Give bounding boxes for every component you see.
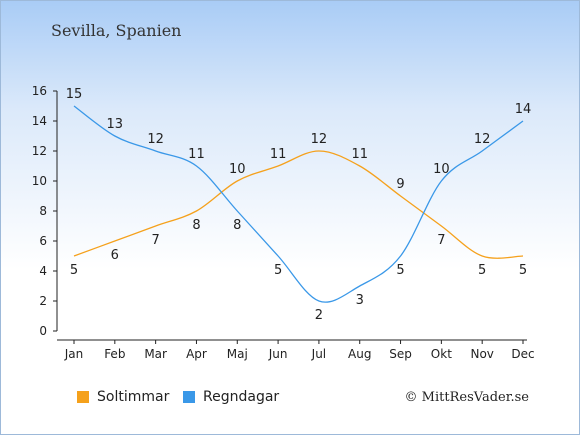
- data-label-regndagar: 12: [147, 132, 164, 147]
- data-label-regndagar: 15: [66, 87, 83, 102]
- data-label-soltimmar: 5: [70, 263, 78, 278]
- data-label-regndagar: 3: [356, 293, 364, 308]
- credit-text: © MittResVader.se: [404, 390, 529, 405]
- data-label-soltimmar: 5: [519, 263, 527, 278]
- series-line-soltimmar: [73, 150, 524, 259]
- data-label-regndagar: 8: [233, 218, 241, 233]
- y-tick-label: 2: [39, 294, 47, 308]
- x-tick-label: Jun: [268, 347, 288, 361]
- data-label-regndagar: 11: [188, 147, 205, 162]
- data-label-soltimmar: 5: [478, 263, 486, 278]
- data-label-regndagar: 5: [274, 263, 282, 278]
- data-label-soltimmar: 7: [151, 233, 159, 248]
- legend-swatch-rain: [183, 391, 195, 403]
- data-label-regndagar: 10: [433, 162, 450, 177]
- y-tick-label: 16: [32, 84, 47, 98]
- data-label-regndagar: 14: [515, 102, 532, 117]
- legend-item-rain: Regndagar: [183, 389, 279, 405]
- data-label-soltimmar: 8: [192, 218, 200, 233]
- y-tick-label: 12: [32, 144, 47, 158]
- chart-title: Sevilla, Spanien: [51, 21, 182, 40]
- x-tick-label: Feb: [104, 347, 125, 361]
- y-tick-label: 0: [39, 324, 47, 338]
- data-label-soltimmar: 11: [270, 147, 287, 162]
- data-label-regndagar: 2: [315, 308, 323, 323]
- legend-swatch-sun: [77, 391, 89, 403]
- y-tick-label: 10: [32, 174, 47, 188]
- data-label-soltimmar: 7: [437, 233, 445, 248]
- x-tick-label: Mar: [144, 347, 167, 361]
- legend-label-sun: Soltimmar: [97, 389, 170, 405]
- y-tick-label: 8: [39, 204, 47, 218]
- x-tick-label: Dec: [511, 347, 534, 361]
- data-label-soltimmar: 10: [229, 162, 246, 177]
- x-tick-label: Nov: [470, 347, 493, 361]
- y-tick-label: 6: [39, 234, 47, 248]
- x-tick-label: Maj: [227, 347, 248, 361]
- series-line-regndagar: [73, 105, 524, 303]
- x-tick-label: Okt: [431, 347, 452, 361]
- y-tick-label: 14: [32, 114, 47, 128]
- y-tick-label: 4: [39, 264, 47, 278]
- data-label-soltimmar: 6: [111, 248, 119, 263]
- x-tick-label: Sep: [389, 347, 412, 361]
- data-label-soltimmar: 9: [396, 177, 404, 192]
- data-label-regndagar: 5: [396, 263, 404, 278]
- legend-item-sun: Soltimmar: [77, 389, 169, 405]
- data-label-soltimmar: 11: [351, 147, 368, 162]
- data-label-regndagar: 12: [474, 132, 491, 147]
- x-tick-label: Apr: [186, 347, 207, 361]
- legend-label-rain: Regndagar: [203, 389, 280, 405]
- x-tick-label: Jan: [64, 347, 84, 361]
- data-label-soltimmar: 12: [311, 132, 328, 147]
- x-tick-label: Aug: [348, 347, 371, 361]
- x-tick-label: Jul: [311, 347, 326, 361]
- data-label-regndagar: 13: [107, 117, 124, 132]
